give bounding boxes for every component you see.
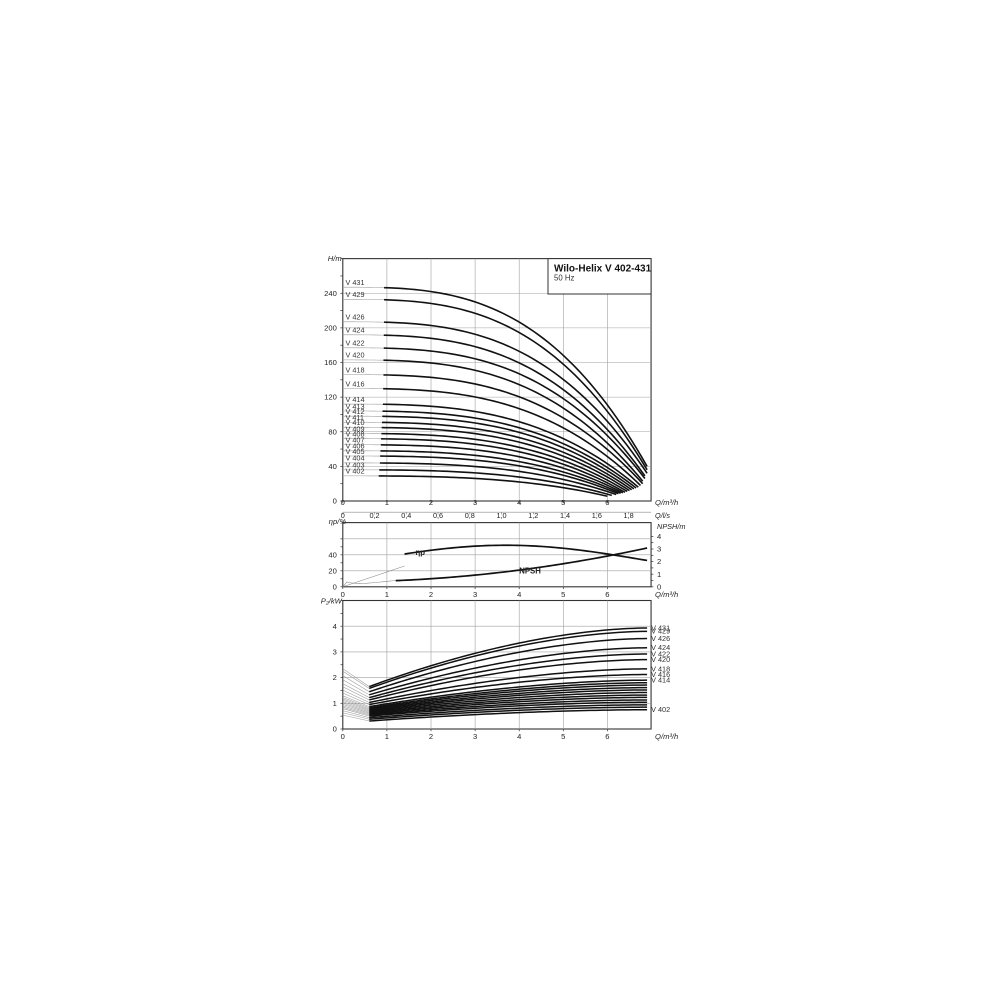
svg-text:1,8: 1,8 <box>623 511 633 520</box>
svg-text:1,6: 1,6 <box>592 511 602 520</box>
svg-text:0,6: 0,6 <box>433 511 443 520</box>
svg-text:ηp/%: ηp/% <box>329 517 347 526</box>
svg-text:6: 6 <box>605 732 609 741</box>
svg-text:V 414: V 414 <box>651 676 670 685</box>
svg-text:4: 4 <box>333 622 337 631</box>
svg-text:4: 4 <box>517 732 521 741</box>
svg-text:NPSH: NPSH <box>519 567 541 576</box>
svg-text:1: 1 <box>333 699 337 708</box>
svg-text:V 402: V 402 <box>345 467 364 476</box>
svg-text:V 418: V 418 <box>345 365 364 374</box>
svg-text:V 420: V 420 <box>651 655 670 664</box>
svg-text:Q/m³/h: Q/m³/h <box>655 732 678 741</box>
svg-text:80: 80 <box>328 427 336 436</box>
svg-text:0: 0 <box>341 732 345 741</box>
svg-text:3: 3 <box>473 732 477 741</box>
svg-text:ηp: ηp <box>416 548 426 557</box>
svg-text:1,2: 1,2 <box>528 511 538 520</box>
svg-text:3: 3 <box>473 590 477 599</box>
svg-text:4: 4 <box>657 532 661 541</box>
svg-text:2: 2 <box>657 557 661 566</box>
svg-text:0: 0 <box>333 582 337 591</box>
svg-text:V 431: V 431 <box>345 278 364 287</box>
svg-text:V 426: V 426 <box>345 313 364 322</box>
svg-text:0: 0 <box>341 498 345 507</box>
svg-text:5: 5 <box>561 732 565 741</box>
svg-text:6: 6 <box>605 498 609 507</box>
svg-text:40: 40 <box>328 462 336 471</box>
svg-text:V 429: V 429 <box>345 290 364 299</box>
svg-text:0,2: 0,2 <box>369 511 379 520</box>
svg-text:5: 5 <box>561 498 565 507</box>
svg-text:50 Hz: 50 Hz <box>554 274 574 283</box>
svg-text:5: 5 <box>561 590 565 599</box>
svg-text:1: 1 <box>385 498 389 507</box>
svg-text:160: 160 <box>324 358 337 367</box>
svg-text:V 416: V 416 <box>345 379 364 388</box>
svg-text:NPSH/m: NPSH/m <box>657 522 685 531</box>
svg-text:2: 2 <box>429 590 433 599</box>
svg-text:120: 120 <box>324 393 337 402</box>
svg-text:V 424: V 424 <box>345 326 364 335</box>
svg-text:200: 200 <box>324 323 337 332</box>
svg-text:3: 3 <box>657 545 661 554</box>
svg-text:0: 0 <box>333 725 337 734</box>
svg-text:2: 2 <box>429 732 433 741</box>
svg-text:1: 1 <box>657 570 661 579</box>
svg-text:3: 3 <box>473 498 477 507</box>
svg-text:2: 2 <box>333 673 337 682</box>
svg-text:1,4: 1,4 <box>560 511 570 520</box>
svg-text:1,0: 1,0 <box>496 511 506 520</box>
svg-text:1: 1 <box>385 590 389 599</box>
svg-text:Q/m³/h: Q/m³/h <box>655 498 678 507</box>
svg-text:0: 0 <box>333 497 337 506</box>
svg-text:0,8: 0,8 <box>465 511 475 520</box>
svg-text:2: 2 <box>429 498 433 507</box>
svg-text:1: 1 <box>385 732 389 741</box>
svg-text:240: 240 <box>324 289 337 298</box>
svg-text:Q/l/s: Q/l/s <box>655 511 670 520</box>
svg-text:H/m: H/m <box>328 254 342 263</box>
svg-text:V 426: V 426 <box>651 634 670 643</box>
svg-text:4: 4 <box>517 590 521 599</box>
svg-text:V 422: V 422 <box>345 339 364 348</box>
svg-text:40: 40 <box>328 550 336 559</box>
svg-text:4: 4 <box>517 498 521 507</box>
svg-text:V 420: V 420 <box>345 351 364 360</box>
svg-text:Q/m³/h: Q/m³/h <box>655 590 678 599</box>
svg-text:P₂/kW: P₂/kW <box>321 596 343 605</box>
svg-text:20: 20 <box>328 566 336 575</box>
svg-text:V 402: V 402 <box>651 705 670 714</box>
svg-text:6: 6 <box>605 590 609 599</box>
svg-text:0,4: 0,4 <box>401 511 411 520</box>
svg-text:3: 3 <box>333 648 337 657</box>
